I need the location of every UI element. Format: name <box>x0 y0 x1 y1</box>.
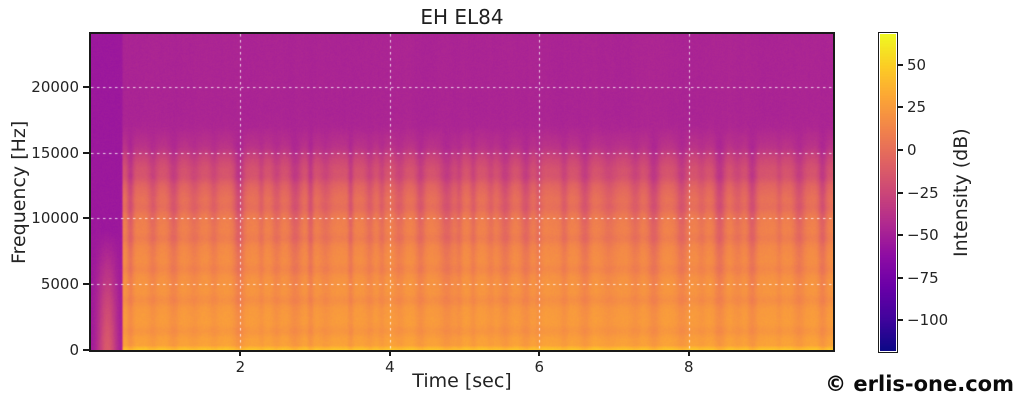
colorbar-tick-mark <box>897 63 903 66</box>
x-tick-mark <box>388 350 391 356</box>
colorbar-label: Intensity (dB) <box>950 128 972 257</box>
colorbar-gradient <box>880 34 896 351</box>
x-tick-mark <box>538 350 541 356</box>
y-tick-mark <box>83 349 89 351</box>
chart-title: EH EL84 <box>420 5 504 29</box>
y-tick-mark <box>83 151 89 154</box>
y-tick-label: 15000 <box>31 143 79 162</box>
colorbar-tick-label: −75 <box>907 268 939 287</box>
y-axis-label: Frequency [Hz] <box>8 120 30 264</box>
y-tick-mark <box>83 217 89 220</box>
colorbar-tick-label: 0 <box>907 140 917 159</box>
x-tick-label: 2 <box>235 358 246 376</box>
y-tick-label: 5000 <box>40 275 79 294</box>
x-tick-mark <box>239 350 242 356</box>
colorbar-tick-mark <box>897 234 903 237</box>
colorbar-tick-mark <box>897 148 903 151</box>
y-tick-mark <box>83 85 89 88</box>
y-tick-label: 10000 <box>31 209 79 228</box>
colorbar-tick-mark <box>897 276 903 279</box>
x-tick-label: 4 <box>385 358 395 376</box>
x-axis-label: Time [sec] <box>412 370 512 392</box>
spectrogram-canvas <box>91 34 833 350</box>
y-tick-mark <box>83 283 89 286</box>
colorbar-tick-mark <box>897 106 903 109</box>
colorbar-tick-mark <box>897 319 903 322</box>
colorbar-tick-mark <box>897 191 903 194</box>
colorbar-tick-label: −100 <box>907 311 949 330</box>
colorbar-tick-label: 50 <box>907 55 927 74</box>
x-tick-label: 8 <box>684 358 694 376</box>
x-tick-label: 6 <box>534 358 545 376</box>
colorbar-tick-label: −50 <box>907 226 939 245</box>
y-tick-label: 20000 <box>31 77 79 96</box>
colorbar-tick-label: 25 <box>907 98 927 117</box>
colorbar-tick-label: −25 <box>907 183 939 202</box>
watermark-text: © erlis-one.com <box>825 372 1014 396</box>
y-tick-label: 0 <box>69 341 79 359</box>
x-tick-mark <box>687 350 690 356</box>
